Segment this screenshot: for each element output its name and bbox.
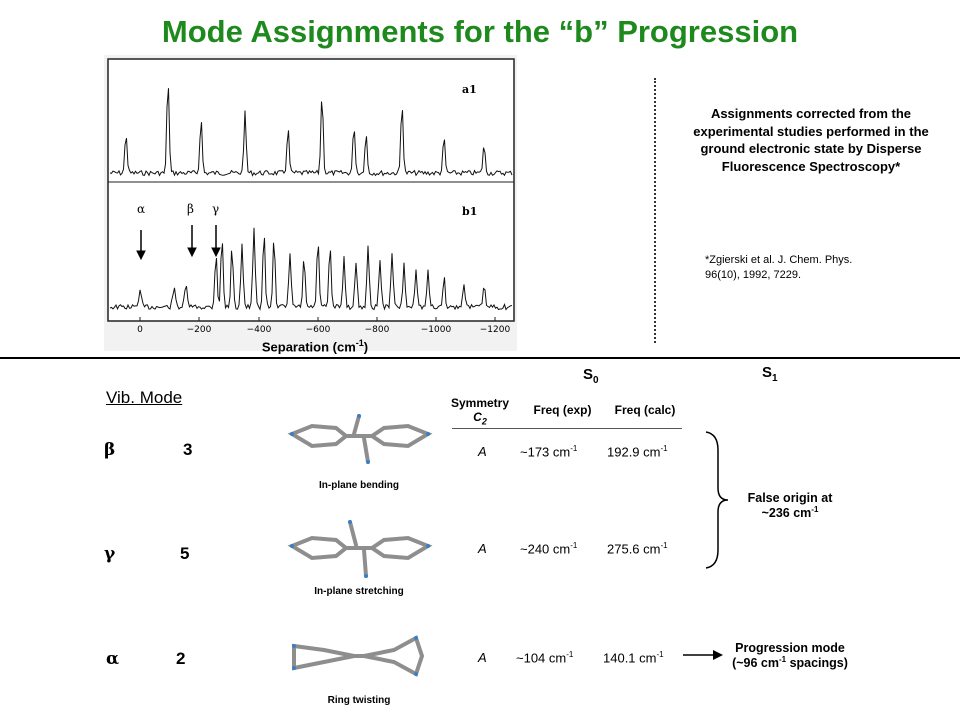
arrow-beta [187, 225, 197, 258]
horizontal-divider [0, 357, 960, 359]
vib-mode-header: Vib. Mode [106, 388, 183, 407]
motion-label-bending: In-plane bending [319, 480, 399, 491]
row-alpha-greek: α [106, 649, 120, 669]
tick-400: −400 [247, 325, 272, 335]
molecule-stretching-icon [287, 520, 433, 578]
arrow-label-beta: β [187, 202, 194, 216]
row-beta-freq-calc: 192.9 cm-1 [607, 444, 668, 460]
tick-800: −800 [365, 325, 390, 335]
row-gamma-greek: γ [104, 544, 116, 564]
dotted-divider [654, 78, 656, 343]
row-alpha-freq-calc: 140.1 cm-1 [603, 650, 664, 666]
spectrum-traces: a1 b1 α β γ 0 −200 −400 −600 −800 −1000 [107, 58, 515, 335]
symmetry-header: Symmetry C2 [450, 396, 510, 427]
tick-200: −200 [187, 325, 212, 335]
table-header-rule [452, 428, 682, 429]
arrow-alpha [136, 230, 146, 261]
citation: *Zgierski et al. J. Chem. Phys. 96(10), … [705, 253, 945, 283]
axis-label: Separation (cm-1) [261, 338, 369, 355]
row-gamma-freq-exp: ~240 cm-1 [520, 541, 578, 557]
trace-label-a1: a1 [462, 83, 477, 96]
motion-label-stretching: In-plane stretching [314, 586, 404, 597]
tick-1000: −1000 [421, 325, 452, 335]
arrow-label-gamma: γ [212, 202, 219, 216]
trace-label-b1: b1 [462, 205, 477, 218]
molecule-twisting-icon [292, 635, 425, 677]
trace-b1 [109, 227, 513, 311]
false-origin-note: False origin at ~236 cm-1 [747, 491, 833, 521]
axis-ticks [139, 317, 496, 321]
row-alpha-symmetry: A [478, 650, 487, 665]
assignments-note: Assignments corrected from the experimen… [693, 106, 929, 174]
progression-note: Progression mode (~96 cm-1 spacings) [732, 641, 848, 671]
slide-title: Mode Assignments for the “b” Progression [161, 14, 799, 49]
citation-line1: *Zgierski et al. J. Chem. Phys. [705, 254, 853, 266]
tick-1200: −1200 [480, 325, 511, 335]
s1-header: S1 [762, 364, 778, 384]
s0-header: S0 [583, 366, 599, 386]
tick-0: 0 [137, 325, 143, 335]
row-beta-freq-exp: ~173 cm-1 [520, 444, 578, 460]
row-beta-greek: β [104, 440, 116, 460]
freq-calc-header: Freq (calc) [614, 403, 676, 417]
grouping-brace [705, 431, 729, 569]
arrow-label-alpha: α [137, 202, 145, 216]
arrow-gamma [211, 225, 221, 258]
row-alpha-freq-exp: ~104 cm-1 [516, 650, 574, 666]
row-gamma-symmetry: A [478, 541, 487, 556]
molecule-bending-icon [287, 414, 433, 464]
row-beta-symmetry: A [478, 444, 487, 459]
row-beta-mode: 3 [183, 440, 193, 459]
row-gamma-mode: 5 [180, 544, 190, 563]
tick-600: −600 [306, 325, 331, 335]
row-gamma-freq-calc: 275.6 cm-1 [607, 541, 668, 557]
axis-tick-labels: 0 −200 −400 −600 −800 −1000 −1200 [137, 325, 510, 335]
row-alpha-mode: 2 [176, 649, 186, 668]
motion-label-twisting: Ring twisting [327, 695, 391, 706]
freq-exp-header: Freq (exp) [533, 403, 592, 417]
trace-a1 [109, 88, 513, 177]
arrow-right-icon [683, 650, 723, 660]
spectrum-figure: a1 b1 α β γ 0 −200 −400 −600 −800 −1000 [104, 55, 517, 351]
citation-line2: 96(10), 1992, 7229. [705, 269, 802, 281]
